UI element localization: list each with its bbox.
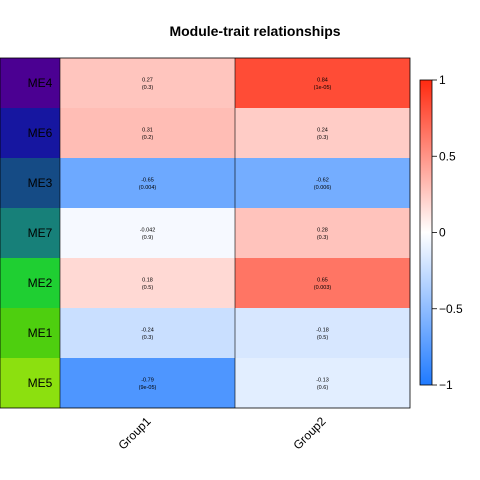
cell-value-label: 0.65: [317, 278, 328, 284]
cell-pvalue-label: (0.006): [314, 185, 332, 191]
row-label-me5: ME5: [28, 376, 53, 390]
row-label-me6: ME6: [28, 126, 53, 140]
row-label-me7: ME7: [28, 226, 53, 240]
cell-value-label: 0.27: [142, 78, 153, 84]
column-label-group1: Group1: [115, 414, 153, 452]
cell-value-label: -0.13: [316, 378, 329, 384]
cell-value-label: -0.042: [140, 228, 156, 234]
colorbar-tick-label: 1: [439, 73, 446, 87]
cell-pvalue-label: (0.2): [142, 135, 153, 141]
row-label-me4: ME4: [28, 76, 53, 90]
chart-title: Module-trait relationships: [169, 23, 340, 39]
colorbar-tick-label: 0: [439, 226, 446, 240]
cell-value-label: -0.62: [316, 178, 329, 184]
cell-pvalue-label: (0.3): [142, 335, 153, 341]
heatmap-cells: [60, 58, 410, 408]
column-label-group2: Group2: [290, 414, 328, 452]
cell-pvalue-label: (0.3): [317, 235, 328, 241]
cell-pvalue-label: (0.003): [314, 285, 332, 291]
cell-pvalue-label: (0.5): [142, 285, 153, 291]
cell-pvalue-label: (1e-05): [314, 85, 332, 91]
cell-value-label: -0.79: [141, 378, 154, 384]
column-labels: Group1 Group2: [115, 414, 328, 452]
cell-pvalue-label: (0.3): [317, 135, 328, 141]
cell-pvalue-label: (0.5): [317, 335, 328, 341]
cell-pvalue-label: (0.9): [142, 235, 153, 241]
row-label-me2: ME2: [28, 276, 53, 290]
cell-pvalue-label: (0.004): [139, 185, 157, 191]
cell-pvalue-label: (9e-05): [139, 385, 157, 391]
colorbar-tick-label: 0.5: [439, 149, 456, 163]
colorbar-tick-label: −0.5: [439, 302, 463, 316]
cell-value-label: -0.65: [141, 178, 154, 184]
cell-value-label: 0.28: [317, 228, 328, 234]
cell-value-label: -0.24: [141, 328, 154, 334]
row-label-me3: ME3: [28, 176, 53, 190]
row-label-me1: ME1: [28, 326, 53, 340]
colorbar-tick-label: −1: [439, 378, 453, 392]
cell-value-label: 0.24: [317, 128, 328, 134]
cell-pvalue-label: (0.6): [317, 385, 328, 391]
cell-value-label: 0.18: [142, 278, 153, 284]
colorbar: [420, 80, 432, 385]
cell-value-label: -0.18: [316, 328, 329, 334]
cell-pvalue-label: (0.3): [142, 85, 153, 91]
cell-value-label: 0.31: [142, 128, 153, 134]
colorbar-ticks: 1 0.5 0 −0.5 −1: [432, 73, 463, 392]
cell-value-label: 0.84: [317, 78, 328, 84]
